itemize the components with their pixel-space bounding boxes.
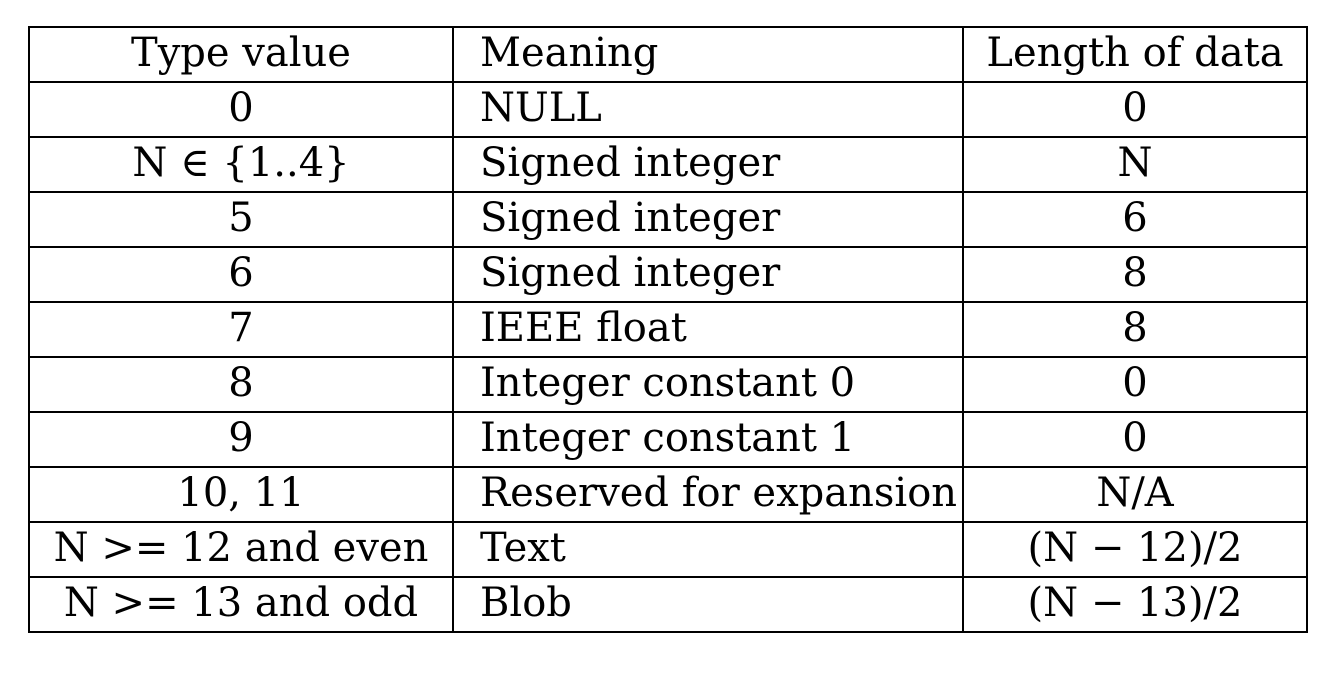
cell-type-value: 5 [28,191,454,248]
cell-type-value: 9 [28,411,454,468]
cell-length: 0 [962,411,1308,468]
cell-meaning: Integer constant 1 [452,411,964,468]
cell-type-value: 8 [28,356,454,413]
table-row: 8 Integer constant 0 0 [28,356,1308,413]
cell-type-value: N >= 12 and even [28,521,454,578]
table-row: 5 Signed integer 6 [28,191,1308,248]
cell-meaning: Reserved for expansion [452,466,964,523]
header-type-value: Type value [28,26,454,83]
header-length-of-data: Length of data [962,26,1308,83]
cell-length: 6 [962,191,1308,248]
cell-length: 8 [962,301,1308,358]
cell-type-value: 0 [28,81,454,138]
cell-length: (N − 12)/2 [962,521,1308,578]
cell-length: 8 [962,246,1308,303]
table-row: 7 IEEE float 8 [28,301,1308,358]
cell-length: N/A [962,466,1308,523]
cell-length: 0 [962,356,1308,413]
type-table: Type value Meaning Length of data 0 NULL… [28,26,1308,633]
cell-type-value: N >= 13 and odd [28,576,454,633]
table-row: 0 NULL 0 [28,81,1308,138]
cell-type-value: 10, 11 [28,466,454,523]
cell-meaning: Text [452,521,964,578]
cell-type-value: 6 [28,246,454,303]
table-row: 6 Signed integer 8 [28,246,1308,303]
table-row: 10, 11 Reserved for expansion N/A [28,466,1308,523]
header-meaning: Meaning [452,26,964,83]
cell-meaning: IEEE float [452,301,964,358]
table-row: 9 Integer constant 1 0 [28,411,1308,468]
cell-meaning: Signed integer [452,246,964,303]
cell-meaning: Signed integer [452,191,964,248]
table-row: N ∈ {1..4} Signed integer N [28,136,1308,193]
cell-meaning: Integer constant 0 [452,356,964,413]
cell-type-value: N ∈ {1..4} [28,136,454,193]
cell-length: N [962,136,1308,193]
cell-type-value: 7 [28,301,454,358]
cell-meaning: Signed integer [452,136,964,193]
cell-length: (N − 13)/2 [962,576,1308,633]
table-header-row: Type value Meaning Length of data [28,26,1308,83]
table-row: N >= 13 and odd Blob (N − 13)/2 [28,576,1308,633]
cell-meaning: Blob [452,576,964,633]
cell-meaning: NULL [452,81,964,138]
table-row: N >= 12 and even Text (N − 12)/2 [28,521,1308,578]
cell-length: 0 [962,81,1308,138]
